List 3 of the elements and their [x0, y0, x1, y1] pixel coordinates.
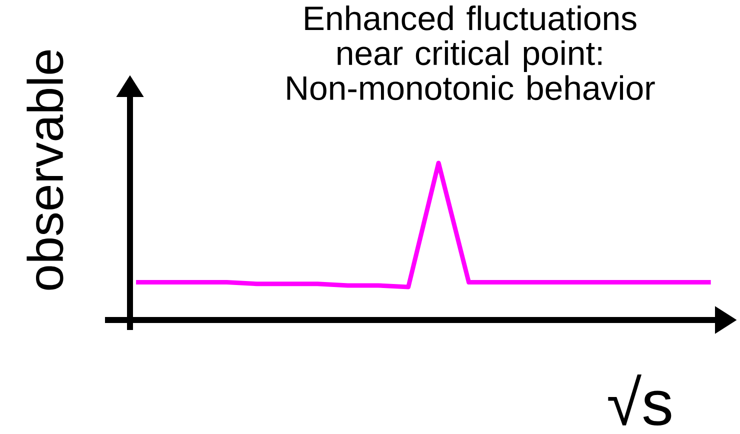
x-axis-title: √s	[608, 374, 672, 426]
chart-title: Enhanced fluctuations near critical point: Non-monotonic behavior	[287, 6, 655, 100]
y-axis-title: observable	[26, 50, 64, 290]
